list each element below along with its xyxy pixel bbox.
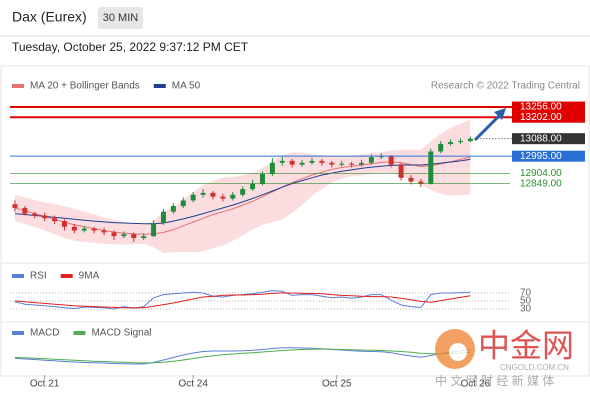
- x-tick-label: Oct 24: [178, 379, 208, 390]
- candle-body: [259, 174, 265, 184]
- candle-body: [309, 160, 315, 163]
- level-label: 12849.00: [520, 178, 562, 189]
- candle-body: [180, 200, 186, 207]
- candle-body: [358, 162, 364, 165]
- candle-body: [448, 142, 454, 144]
- candle-body: [339, 163, 345, 165]
- x-tick-label: Oct 21: [30, 379, 60, 390]
- chart-frame: [0, 65, 590, 377]
- candle-body: [457, 141, 463, 143]
- candle-body: [200, 192, 206, 195]
- level-label: 13088.00: [520, 133, 562, 144]
- legend-label: RSI: [30, 271, 47, 282]
- candle-body: [368, 157, 374, 163]
- y-tick-label: 70: [520, 288, 532, 299]
- moving-average-line: [14, 156, 471, 235]
- candle-body: [240, 189, 246, 195]
- candle-body: [151, 223, 157, 237]
- legend-label: 9MA: [79, 271, 100, 282]
- legend-label: MA 20 + Bollinger Bands: [30, 81, 140, 92]
- candle-body: [250, 183, 256, 190]
- candle-body: [418, 181, 424, 184]
- legend-swatch: [12, 274, 24, 278]
- candle-body: [170, 206, 176, 212]
- candle-body: [279, 160, 285, 163]
- candle-body: [12, 204, 18, 208]
- candle-body: [438, 143, 444, 152]
- candle-body: [269, 162, 275, 175]
- watermark: 中金网 CNGOLD.COM.CN 中 文 网 财 经 新 媒 体: [435, 327, 574, 388]
- x-tick-label: Oct 25: [322, 379, 352, 390]
- indicator-line: [14, 347, 471, 365]
- candle-body: [289, 160, 295, 165]
- candle-body: [388, 156, 394, 165]
- forecast-arrow: [473, 113, 502, 142]
- indicator-line: [14, 348, 471, 364]
- candle-body: [71, 226, 77, 231]
- candle-body: [52, 218, 58, 222]
- candle-body: [319, 160, 325, 163]
- candle-body: [121, 234, 127, 237]
- level-label-box: [512, 111, 585, 123]
- candle-body: [61, 221, 67, 227]
- candle-body: [32, 213, 38, 216]
- level-label: 12904.00: [520, 168, 562, 179]
- candle-body: [22, 207, 28, 214]
- y-tick-label: 50: [520, 296, 532, 307]
- watermark-site: CNGOLD.COM.CN: [500, 363, 569, 372]
- candle-body: [190, 194, 196, 201]
- candle-body: [428, 151, 434, 184]
- watermark-brand: 中金网: [478, 327, 574, 363]
- legend-swatch: [12, 331, 24, 335]
- candle-body: [91, 228, 97, 231]
- candle-body: [408, 177, 414, 182]
- candle-body: [299, 162, 305, 165]
- candle-body: [329, 162, 335, 165]
- candle-body: [349, 163, 355, 165]
- candle-body: [230, 194, 236, 199]
- candle-body: [131, 234, 137, 239]
- candle-body: [81, 228, 87, 231]
- candle-body: [467, 138, 473, 142]
- level-label-box: [512, 101, 585, 113]
- legend-swatch: [12, 84, 24, 88]
- y-tick-label: 30: [520, 304, 532, 315]
- legend-swatch: [73, 331, 86, 335]
- indicator-line: [14, 292, 471, 309]
- legend-label: MACD Signal: [91, 328, 151, 339]
- level-label-box: [512, 150, 585, 162]
- watermark-logo: [449, 343, 467, 361]
- watermark-slogan: 中 文 网 财 经 新 媒 体: [435, 373, 554, 388]
- forecast-arrow-head: [494, 108, 506, 120]
- source-note: Research © 2022 Trading Central: [431, 81, 580, 92]
- candle-body: [220, 196, 226, 199]
- legend-swatch: [153, 84, 166, 88]
- instrument-title: Dax (Eurex): [12, 9, 87, 25]
- x-tick-label: Oct 26: [461, 379, 491, 390]
- level-label: 12995.00: [520, 151, 562, 162]
- level-label-box: [512, 133, 585, 145]
- candle-body: [42, 215, 48, 219]
- legend-swatch: [60, 274, 73, 278]
- interval-button[interactable]: [98, 7, 143, 29]
- candle-body: [101, 230, 107, 233]
- legend-label: MA 50: [172, 81, 201, 92]
- candle-body: [398, 164, 404, 178]
- interval-label[interactable]: 30 MIN: [103, 12, 139, 24]
- candle-body: [111, 232, 117, 237]
- level-label: 13202.00: [520, 112, 562, 123]
- candle-body: [141, 236, 147, 239]
- legend-label: MACD: [30, 328, 59, 339]
- level-label: 13256.00: [520, 102, 562, 113]
- timestamp: Tuesday, October 25, 2022 9:37:12 PM CET: [12, 40, 249, 54]
- candle-body: [160, 211, 166, 223]
- candle-body: [210, 192, 216, 197]
- moving-average-line: [14, 158, 471, 225]
